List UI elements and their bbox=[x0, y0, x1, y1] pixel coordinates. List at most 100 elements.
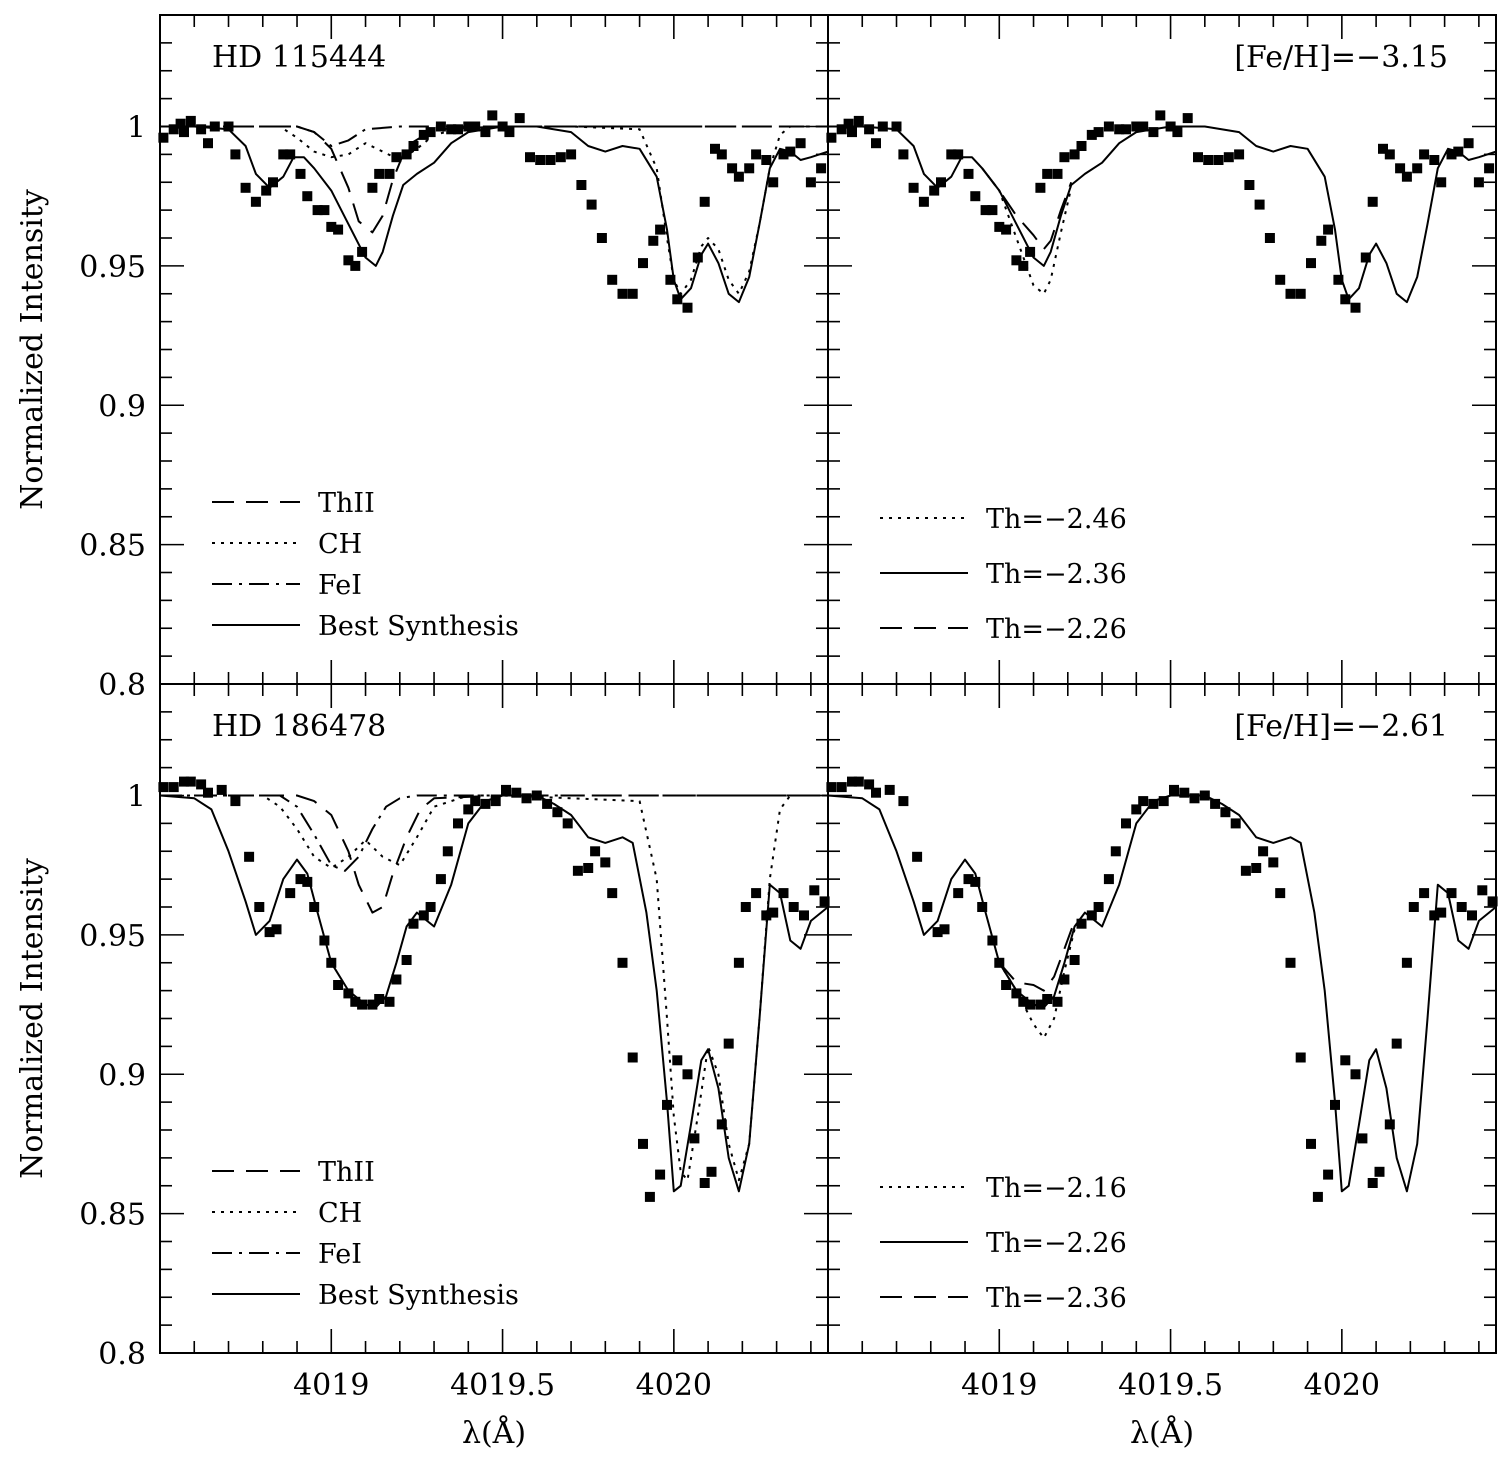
y-tick-label: 0.85 bbox=[79, 529, 146, 564]
observed-point bbox=[871, 138, 881, 149]
y-tick-label: 0.8 bbox=[98, 668, 146, 703]
x-tick-label: 4019 bbox=[961, 1368, 1037, 1403]
observed-point bbox=[1121, 818, 1131, 829]
legend-bl: ThII CH FeI Best Synthesis bbox=[212, 1157, 519, 1311]
observed-point bbox=[179, 127, 189, 138]
observed-point bbox=[442, 846, 453, 857]
observed-point bbox=[980, 205, 991, 216]
observed-point bbox=[1333, 274, 1344, 285]
observed-point bbox=[1254, 199, 1265, 210]
observed-point bbox=[158, 132, 169, 143]
observed-point bbox=[470, 121, 481, 132]
panel-tl: HD 115444 ThII CH FeI Best Synthesis bbox=[158, 14, 828, 685]
observed-point bbox=[682, 302, 693, 313]
observed-point bbox=[836, 782, 847, 793]
observed-point bbox=[1330, 1099, 1340, 1110]
observed-point bbox=[809, 885, 820, 896]
observed-point bbox=[1268, 857, 1279, 868]
panel-label: [Fe/H]=−2.61 bbox=[1234, 709, 1448, 744]
observed-point bbox=[1093, 127, 1104, 138]
observed-point bbox=[1052, 168, 1063, 179]
observed-point bbox=[1401, 171, 1412, 182]
y-tick-label: 1 bbox=[127, 780, 146, 815]
observed-point bbox=[1018, 996, 1029, 1007]
observed-point bbox=[350, 996, 361, 1007]
observed-point bbox=[566, 149, 577, 160]
observed-point bbox=[590, 846, 601, 857]
observed-point bbox=[1182, 113, 1193, 124]
observed-point bbox=[504, 127, 515, 138]
y-tick-label: 0.95 bbox=[79, 919, 146, 954]
observed-point bbox=[617, 288, 628, 299]
observed-point bbox=[1199, 790, 1210, 801]
observed-point bbox=[302, 191, 313, 202]
series-line bbox=[981, 167, 1073, 295]
observed-point bbox=[230, 149, 241, 160]
observed-points-tr bbox=[826, 110, 1495, 313]
observed-point bbox=[1312, 1191, 1323, 1202]
x-tick-label: 4020 bbox=[636, 1368, 712, 1403]
observed-point bbox=[648, 235, 659, 246]
legend-label: CH bbox=[318, 529, 362, 560]
observed-point bbox=[185, 115, 196, 126]
plot-frame bbox=[159, 14, 1497, 1354]
observed-point bbox=[586, 199, 597, 210]
observed-point bbox=[435, 874, 446, 885]
legend-br: Th=−2.16 Th=−2.26 Th=−2.36 bbox=[880, 1173, 1127, 1314]
observed-point bbox=[1275, 888, 1286, 899]
observed-point bbox=[463, 804, 474, 815]
observed-point bbox=[1148, 127, 1159, 138]
observed-point bbox=[244, 851, 255, 862]
observed-point bbox=[1076, 918, 1087, 929]
observed-point bbox=[1240, 865, 1251, 876]
legend-label: Th=−2.36 bbox=[986, 559, 1127, 590]
observed-point bbox=[751, 149, 762, 160]
observed-point bbox=[963, 168, 974, 179]
observed-point bbox=[1323, 224, 1334, 235]
legend-tr: Th=−2.46 Th=−2.36 Th=−2.26 bbox=[880, 504, 1127, 645]
observed-point bbox=[1340, 294, 1351, 305]
observed-point bbox=[552, 807, 563, 818]
observed-point bbox=[1357, 1133, 1368, 1144]
observed-point bbox=[196, 124, 207, 135]
observed-point bbox=[638, 258, 648, 269]
observed-point bbox=[350, 260, 361, 271]
observed-point bbox=[1446, 888, 1457, 899]
observed-point bbox=[555, 152, 566, 163]
observed-point bbox=[1234, 149, 1245, 160]
observed-point bbox=[401, 149, 412, 160]
x-tick-label: 4019.5 bbox=[1118, 1368, 1223, 1403]
observed-point bbox=[333, 224, 344, 235]
observed-point bbox=[1378, 143, 1388, 154]
observed-point bbox=[908, 182, 919, 193]
observed-point bbox=[1103, 121, 1114, 132]
observed-point bbox=[1138, 796, 1149, 807]
observed-point bbox=[514, 113, 525, 124]
observed-point bbox=[480, 127, 491, 138]
legend-label: FeI bbox=[318, 1239, 362, 1270]
observed-point bbox=[357, 246, 368, 257]
observed-point bbox=[1155, 110, 1166, 121]
observed-point bbox=[1323, 1169, 1334, 1180]
observed-point bbox=[977, 902, 988, 912]
observed-point bbox=[326, 221, 337, 232]
observed-point bbox=[1213, 155, 1224, 165]
observed-point bbox=[487, 110, 498, 121]
observed-point bbox=[727, 163, 738, 174]
observed-point bbox=[391, 152, 402, 163]
observed-point bbox=[1203, 155, 1214, 165]
observed-point bbox=[1408, 902, 1419, 912]
panel-br: [Fe/H]=−2.61 Th=−2.16 Th=−2.26 Th=−2.36 bbox=[826, 683, 1498, 1354]
observed-point bbox=[470, 796, 481, 807]
observed-point bbox=[744, 163, 755, 174]
observed-point bbox=[401, 955, 412, 965]
y-axis-title: Normalized Intensity bbox=[15, 189, 50, 510]
observed-point bbox=[1138, 121, 1149, 132]
observed-point bbox=[302, 876, 313, 887]
observed-point bbox=[946, 149, 957, 160]
x-axis-title: λ(Å) bbox=[1130, 1415, 1194, 1451]
legend-label: Best Synthesis bbox=[318, 1280, 519, 1311]
observed-point bbox=[384, 996, 395, 1007]
observed-point bbox=[847, 776, 857, 787]
observed-point bbox=[240, 182, 251, 193]
